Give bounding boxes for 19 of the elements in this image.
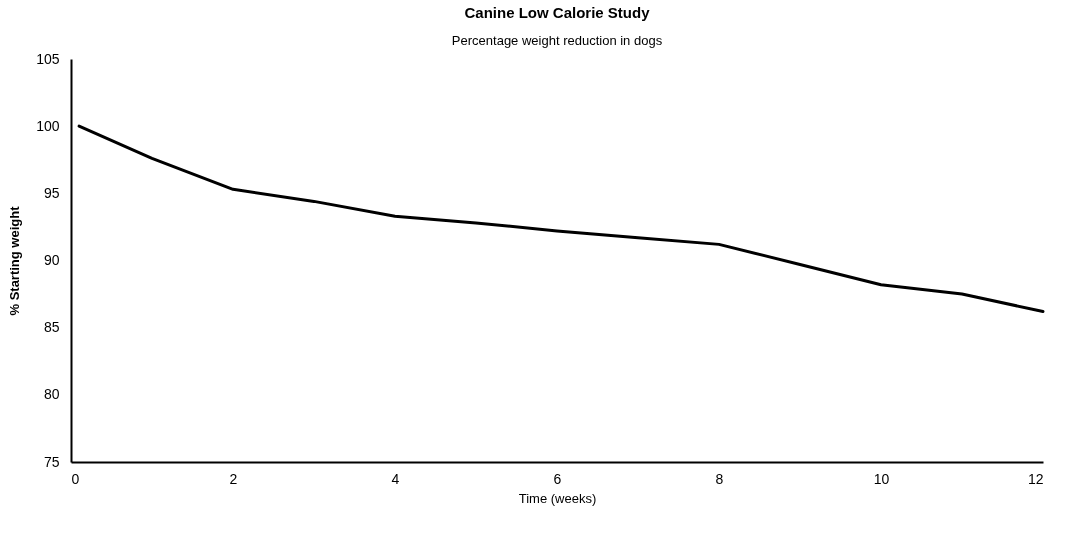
x-tick-label: 12 [1027,470,1044,487]
y-tick-label: 95 [43,184,60,201]
x-tick-label: 6 [553,470,562,487]
x-tick-label: 0 [71,470,80,487]
y-tick-label: 105 [36,50,60,67]
y-tick-label: 80 [43,386,60,403]
y-tick-label: 75 [43,453,60,470]
chart-subtitle: Percentage weight reduction in dogs [451,33,663,48]
x-tick-label: 10 [873,470,890,487]
y-tick-label: 100 [36,117,60,134]
y-tick-label: 90 [43,252,60,268]
chart-title: Canine Low Calorie Study [464,4,651,21]
x-tick-label: 2 [229,470,238,487]
line-series [77,124,1045,314]
x-tick-label: 4 [391,470,400,487]
y-tick-label: 85 [43,319,60,336]
x-axis-title: Time (weeks) [518,490,597,506]
y-axis-title: % Starting weight [7,205,23,316]
x-tick-label: 8 [715,470,724,487]
